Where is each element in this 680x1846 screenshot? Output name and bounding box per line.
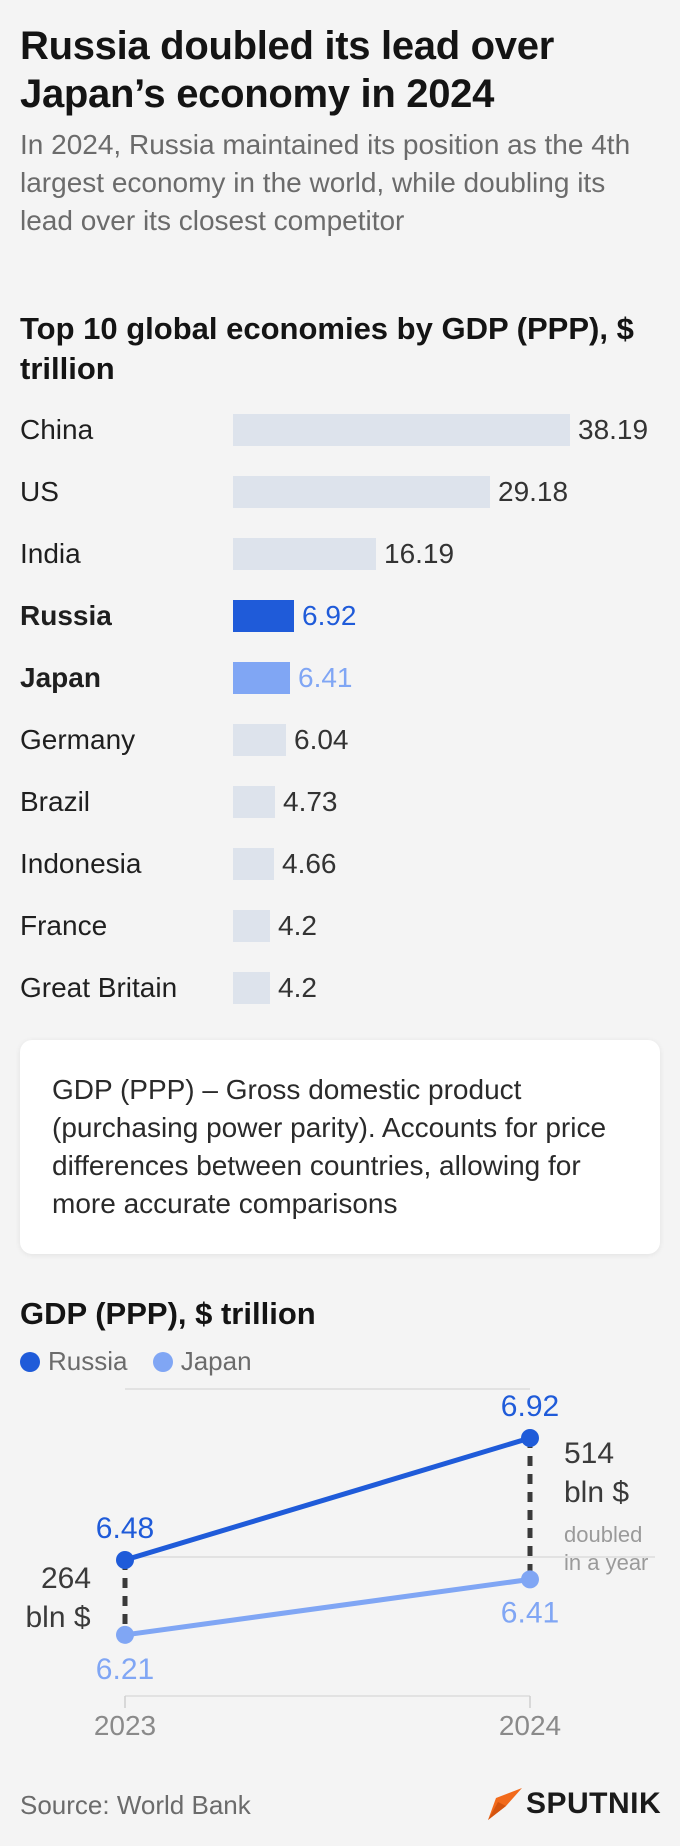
bar-label-great-britain: Great Britain <box>20 972 178 1003</box>
bar-great-britain <box>233 972 270 1004</box>
bar-china <box>233 414 570 446</box>
point-japan-2023 <box>116 1625 134 1644</box>
legend-item-japan: Japan <box>152 1346 252 1376</box>
sputnik-logo-text: SPUTNIK <box>526 1787 662 1820</box>
bar-row-great-britain: Great Britain 4.2 <box>20 966 670 1010</box>
bar-row-germany: Germany 6.04 <box>20 718 670 762</box>
line-chart-title: GDP (PPP), $ trillion <box>20 1296 316 1331</box>
bar-label-japan: Japan <box>20 662 101 693</box>
bar-france <box>233 910 270 942</box>
series-line-japan <box>124 1576 531 1638</box>
bar-label-indonesia: Indonesia <box>20 848 142 879</box>
bar-label-china: China <box>20 414 94 445</box>
sputnik-logo-icon <box>488 1788 522 1820</box>
bar-row-china: China 38.19 <box>20 408 670 452</box>
bar-value-china: 38.19 <box>578 414 649 445</box>
bar-value-indonesia: 4.66 <box>282 848 337 879</box>
series-line-russia <box>124 1435 531 1563</box>
bar-row-russia: Russia 6.92 <box>20 594 670 638</box>
data-label-russia-2023: 6.48 <box>96 1512 154 1545</box>
legend-dot-japan <box>152 1352 173 1372</box>
gap-unit-2024: bln $ <box>564 1476 629 1509</box>
bar-label-india: India <box>20 538 81 569</box>
bar-value-france: 4.2 <box>278 910 317 941</box>
bar-value-great-britain: 4.2 <box>278 972 317 1003</box>
data-label-japan-2024: 6.41 <box>501 1596 559 1629</box>
bar-label-us: US <box>20 476 59 507</box>
point-japan-2024 <box>521 1570 539 1589</box>
definition-note-box: GDP (PPP) – Gross domestic product (purc… <box>20 1040 660 1254</box>
bar-row-india: India 16.19 <box>20 532 670 576</box>
bar-value-us: 29.18 <box>498 476 569 507</box>
bar-label-germany: Germany <box>20 724 136 755</box>
bar-row-japan: Japan 6.41 <box>20 656 670 700</box>
bar-russia <box>233 600 294 632</box>
source-text: Source: World Bank <box>20 1790 251 1820</box>
bar-value-brazil: 4.73 <box>283 786 338 817</box>
legend-label-japan: Japan <box>180 1346 252 1376</box>
data-label-russia-2024: 6.92 <box>501 1390 559 1423</box>
bar-row-indonesia: Indonesia 4.66 <box>20 842 670 886</box>
x-tick-label-2024: 2024 <box>499 1710 561 1741</box>
bar-us <box>233 476 490 508</box>
gap-note-line1: doubled <box>564 1522 642 1547</box>
definition-note-text: GDP (PPP) – Gross domestic product (purc… <box>52 1074 607 1219</box>
sputnik-logo: SPUTNIK <box>484 1784 664 1824</box>
bar-value-germany: 6.04 <box>294 724 349 755</box>
bar-value-japan: 6.41 <box>298 662 353 693</box>
bar-japan <box>233 662 290 694</box>
line-chart-legend: Russia Japan <box>20 1346 270 1376</box>
bar-chart-title: Top 10 global economies by GDP (PPP), $ … <box>20 311 634 386</box>
bar-value-india: 16.19 <box>384 538 455 569</box>
legend-dot-russia <box>20 1352 40 1372</box>
gap-value-2024: 514 <box>564 1437 614 1470</box>
bar-row-france: France 4.2 <box>20 904 670 948</box>
point-russia-2024 <box>521 1429 539 1447</box>
page-subtitle: In 2024, Russia maintained its position … <box>20 129 631 236</box>
bar-brazil <box>233 786 275 818</box>
point-russia-2023 <box>116 1551 134 1569</box>
line-chart: 2023 2024 6.48 6.92 6.21 6.41 264 bln $ 514 bln $… <box>25 1388 655 1741</box>
bar-label-brazil: Brazil <box>20 786 91 817</box>
bar-value-russia: 6.92 <box>302 600 357 631</box>
bar-germany <box>233 724 286 756</box>
bar-row-us: US 29.18 <box>20 470 670 514</box>
data-label-japan-2023: 6.21 <box>96 1653 154 1686</box>
gap-value-2023: 264 <box>41 1562 91 1595</box>
bar-indonesia <box>233 848 274 880</box>
bar-india <box>233 538 376 570</box>
legend-item-russia: Russia <box>20 1346 127 1376</box>
bar-label-france: France <box>20 910 108 941</box>
bar-row-brazil: Brazil 4.73 <box>20 780 670 824</box>
bar-label-russia: Russia <box>20 600 112 631</box>
legend-label-russia: Russia <box>48 1346 128 1376</box>
gap-unit-2023: bln $ <box>25 1601 90 1634</box>
page-title: Russia doubled its lead over Japan’s eco… <box>20 24 554 116</box>
gap-note-line2: in a year <box>564 1550 648 1575</box>
x-tick-label-2023: 2023 <box>94 1710 156 1741</box>
